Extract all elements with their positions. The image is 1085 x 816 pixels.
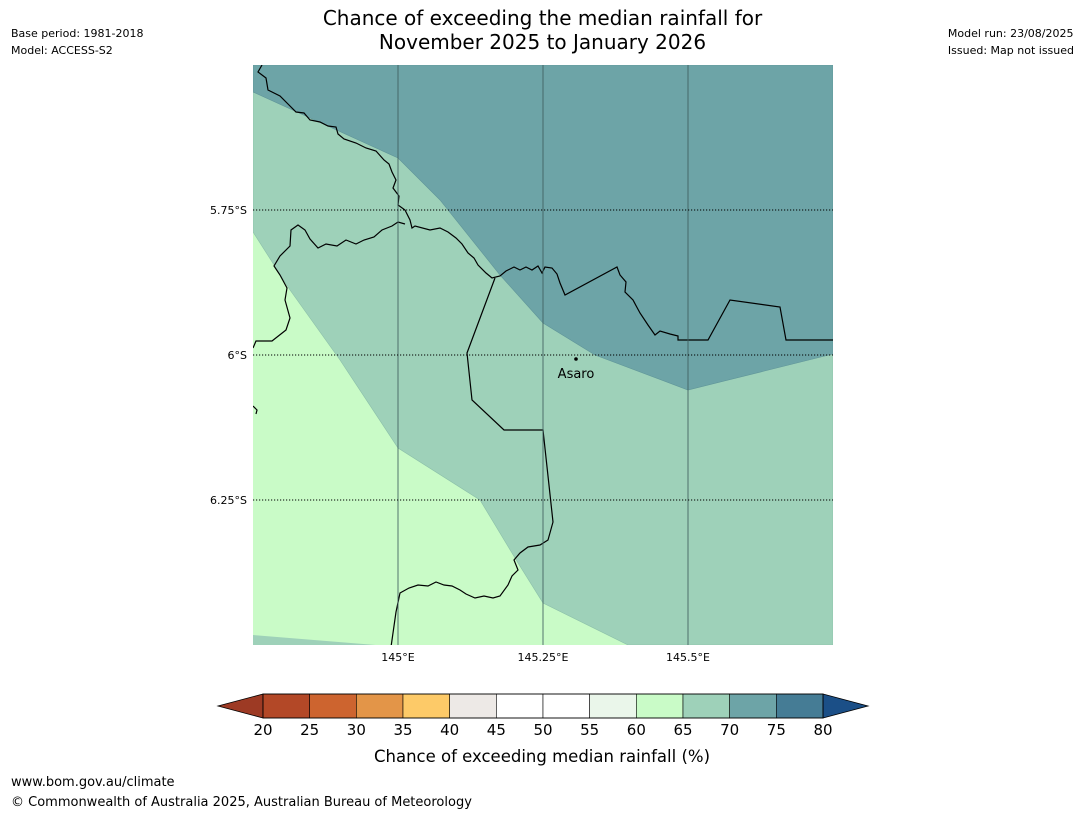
issued-text: Issued: Map not issued xyxy=(947,44,1074,57)
colorbar-frame xyxy=(262,693,824,719)
colorbar-cell xyxy=(589,693,637,719)
colorbar-cell xyxy=(729,693,777,719)
parallels xyxy=(253,209,833,501)
colorbar-cell xyxy=(309,693,357,719)
lon-label-145-5: 145.5°E xyxy=(666,651,710,664)
colorbar-cells xyxy=(262,693,824,719)
model-run-text: Model run: 23/08/2025 xyxy=(947,27,1074,40)
colorbar-tick-label: 35 xyxy=(393,721,412,739)
province-boundaries xyxy=(253,65,833,645)
footer-copyright: © Commonwealth of Australia 2025, Austra… xyxy=(11,795,472,810)
colorbar-cell xyxy=(776,693,824,719)
colorbar-ticks: 20 25 30 35 40 45 50 55 60 65 70 75 80 xyxy=(253,721,832,739)
longitude-labels: 145°E 145.25°E 145.5°E xyxy=(381,651,710,664)
colorbar-cell xyxy=(682,693,730,719)
place-label-asaro: Asaro xyxy=(558,367,595,382)
colorbar: 20 25 30 35 40 45 50 55 60 65 70 75 80 Chance of exc… xyxy=(216,693,870,766)
colorbar-cell xyxy=(496,693,544,719)
model-text: Model: ACCESS-S2 xyxy=(11,44,113,57)
map-title: Chance of exceeding the median rainfall … xyxy=(0,6,1085,54)
header-meta-right: Model run: 23/08/2025 Issued: Map not is… xyxy=(948,25,1074,59)
colorbar-tick-label: 75 xyxy=(767,721,786,739)
colorbar-tick-label: 40 xyxy=(440,721,459,739)
colorbar-tick-label: 45 xyxy=(487,721,506,739)
title-line-1: Chance of exceeding the median rainfall … xyxy=(322,6,763,30)
colorbar-tick-label: 55 xyxy=(580,721,599,739)
lat-label-6-25: 6.25°S xyxy=(210,494,247,507)
latitude-labels: 5.75°S 6°S 6.25°S xyxy=(210,204,247,507)
map-panel: Asaro xyxy=(253,65,833,645)
lat-label-6: 6°S xyxy=(228,349,247,362)
colorbar-tick-label: 60 xyxy=(627,721,646,739)
colorbar-over-arrow xyxy=(822,693,870,719)
lat-label-5-75: 5.75°S xyxy=(210,204,247,217)
colorbar-tick-label: 70 xyxy=(720,721,739,739)
footer-url: www.bom.gov.au/climate xyxy=(11,775,175,790)
zone-65-70-corner xyxy=(253,635,376,645)
colorbar-cell xyxy=(356,693,404,719)
base-period-text: Base period: 1981-2018 xyxy=(11,27,144,40)
colorbar-cell xyxy=(262,693,310,719)
asaro-marker xyxy=(574,357,578,361)
colorbar-tick-label: 20 xyxy=(253,721,272,739)
colorbar-under-arrow xyxy=(216,693,264,719)
title-line-2: November 2025 to January 2026 xyxy=(378,30,707,54)
colorbar-cell xyxy=(402,693,450,719)
colorbar-cell xyxy=(636,693,684,719)
colorbar-tick-label: 25 xyxy=(300,721,319,739)
colorbar-cell xyxy=(449,693,497,719)
colorbar-tick-label: 50 xyxy=(533,721,552,739)
colorbar-tick-label: 30 xyxy=(347,721,366,739)
lon-label-145-25: 145.25°E xyxy=(518,651,569,664)
lon-label-145: 145°E xyxy=(381,651,414,664)
colorbar-tick-label: 80 xyxy=(813,721,832,739)
colorbar-cell xyxy=(542,693,590,719)
colorbar-label: Chance of exceeding median rainfall (%) xyxy=(374,747,710,766)
colorbar-tick-label: 65 xyxy=(673,721,692,739)
header-meta-left: Base period: 1981-2018 Model: ACCESS-S2 xyxy=(11,25,143,59)
